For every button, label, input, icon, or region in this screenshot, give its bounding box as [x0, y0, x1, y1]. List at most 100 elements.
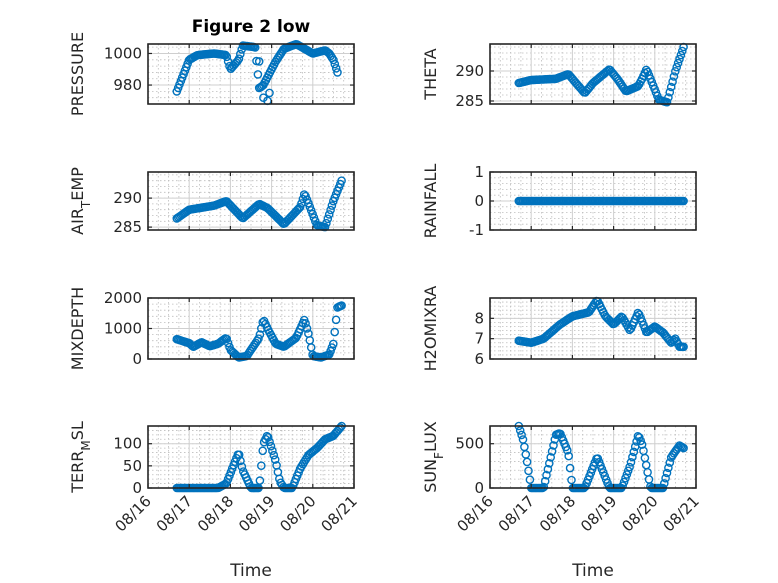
y-axis-label: H2OMIXRA: [421, 286, 440, 372]
data-point: [302, 324, 312, 333]
data-point: [672, 62, 682, 72]
data-point: [678, 442, 687, 452]
y-axis-label: PRESSURE: [68, 32, 87, 116]
x-tick-label: 08/19: [577, 492, 620, 535]
data-point: [626, 457, 636, 467]
data-point: [331, 315, 341, 325]
data-point: [665, 87, 675, 97]
data-point: [625, 325, 634, 335]
y-tick-label: 7: [474, 330, 484, 348]
data-point: [263, 432, 273, 442]
data-point: [563, 445, 572, 455]
data-point: [337, 301, 346, 310]
data-point: [662, 468, 672, 478]
data-point: [665, 458, 675, 467]
data-point: [673, 58, 683, 68]
data-point: [549, 441, 558, 450]
data-point: [222, 52, 232, 62]
data-point: [540, 476, 550, 486]
x-tick-label: 08/21: [318, 492, 361, 535]
data-point: [265, 88, 274, 98]
data-point: [619, 477, 629, 487]
data-point: [542, 470, 551, 480]
y-axis-label: AIRTEMP: [68, 167, 93, 235]
y-axis-label: THETA: [421, 48, 440, 100]
y-axis-label: TERRMSL: [68, 421, 93, 494]
data-point: [522, 457, 532, 467]
data-point: [621, 473, 630, 483]
data-point: [270, 455, 280, 464]
x-tick-label: 08/21: [660, 492, 703, 535]
y-tick-label: 500: [455, 435, 484, 453]
data-point: [265, 437, 274, 447]
data-point: [567, 475, 576, 485]
data-point: [546, 452, 556, 462]
y-tick-label: 285: [113, 218, 142, 236]
subplot-rainfall: -1 0 1 RAINFALL: [421, 163, 697, 239]
data-point: [637, 440, 647, 449]
data-point: [664, 93, 673, 102]
data-point: [614, 315, 623, 324]
data-point: [623, 466, 633, 476]
data-point: [515, 426, 525, 435]
data-point: [256, 461, 266, 471]
axes-frame: [147, 171, 355, 231]
data-point: [253, 70, 263, 79]
y-tick-label: -1: [469, 221, 484, 239]
data-point: [679, 443, 688, 453]
data-point: [517, 430, 526, 440]
data-point: [295, 202, 305, 212]
subplot-h2omixra: 6 7 8 H2OMIXRA: [421, 286, 697, 372]
data-point: [564, 451, 574, 461]
data-point: [676, 50, 686, 60]
data-point: [234, 450, 244, 460]
y-tick-label: 980: [113, 76, 142, 94]
data-point: [622, 470, 632, 479]
x-tick-label: 08/20: [276, 492, 319, 535]
data-point: [337, 176, 346, 185]
y-tick-label: 290: [113, 189, 142, 207]
data-point: [666, 82, 676, 92]
data-point: [269, 450, 279, 460]
data-point: [258, 446, 268, 456]
y-tick-label: 0: [474, 479, 484, 497]
x-tick-label: 08/16: [112, 492, 155, 535]
data-point: [222, 334, 231, 344]
x-tick-label: 08/17: [153, 492, 196, 535]
data-point: [330, 327, 340, 337]
subplot-mixdepth: 0 1000 2000 MIXDEPTH: [68, 287, 355, 370]
y-axis-label: RAINFALL: [421, 164, 440, 239]
x-tick-label: 08/18: [536, 492, 579, 535]
data-point: [223, 338, 233, 348]
data-point: [675, 54, 684, 64]
data-point: [330, 59, 340, 69]
data-point: [268, 446, 277, 456]
y-tick-label: 2000: [104, 289, 142, 307]
subplot-theta: 285 290 THETA: [421, 42, 697, 110]
data-point: [661, 473, 670, 483]
data-point: [301, 318, 310, 328]
y-tick-label: 6: [474, 350, 484, 368]
data-point: [298, 194, 308, 204]
axes-frame: [489, 43, 697, 105]
data-point: [237, 462, 247, 472]
data-point: [679, 196, 688, 206]
data-point: [235, 49, 245, 59]
plot-area: [148, 426, 354, 488]
x-tick-label: 08/16: [454, 492, 497, 535]
x-tick-label: 08/18: [194, 492, 237, 535]
data-point: [660, 479, 669, 488]
data-point: [331, 64, 341, 73]
data-point: [543, 464, 553, 474]
subplot-pressure: 980 1000 PRESSURE: [68, 32, 355, 116]
data-point: [618, 481, 628, 491]
y-tick-label: 1000: [104, 44, 142, 62]
data-point: [668, 77, 677, 86]
data-point: [255, 330, 265, 339]
x-tick-label: 08/20: [618, 492, 661, 535]
data-point: [254, 57, 264, 66]
data-point: [328, 339, 338, 349]
axes-frame: [489, 297, 697, 360]
